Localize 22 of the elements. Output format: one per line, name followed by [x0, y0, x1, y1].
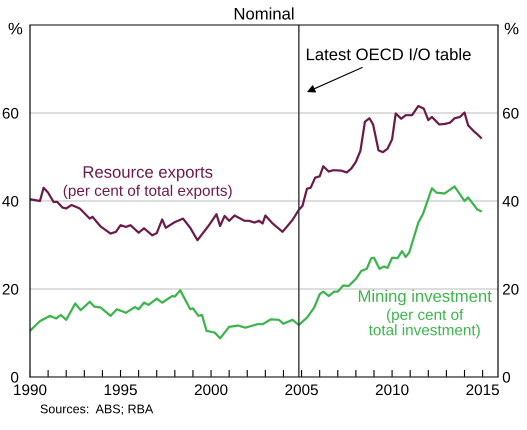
y-tick-label: 40 — [2, 196, 18, 207]
y-tick-label: 0 — [10, 372, 18, 383]
x-tick-label: 1990 — [14, 384, 46, 396]
source-note: Sources: ABS; RBA — [40, 404, 154, 415]
y-tick-label: 60 — [2, 108, 18, 119]
series-label: Mining investment (per cent of total investment) — [358, 290, 492, 338]
line-series — [30, 104, 482, 242]
y2-axis-title: % — [504, 22, 518, 34]
x-tick-label: 2015 — [466, 384, 499, 396]
y2-tick-label: 60 — [502, 108, 519, 119]
x-tick-label: 1995 — [104, 384, 137, 396]
y2-tick-label: 0 — [502, 372, 510, 383]
series-label: Resource exports (per cent of total exports) — [64, 166, 232, 199]
x-tick-label: 2000 — [194, 384, 228, 396]
y2-tick-label: 40 — [502, 196, 519, 207]
x-tick-label: 2005 — [285, 384, 318, 396]
y-tick-label: 20 — [2, 284, 18, 295]
ref-line-label: Latest OECD I/O table — [306, 48, 471, 60]
y-axis-title: % — [8, 22, 22, 34]
y2-tick-label: 20 — [502, 284, 519, 295]
chart-title: Nominal — [234, 7, 294, 20]
x-tick-label: 2010 — [376, 384, 408, 396]
